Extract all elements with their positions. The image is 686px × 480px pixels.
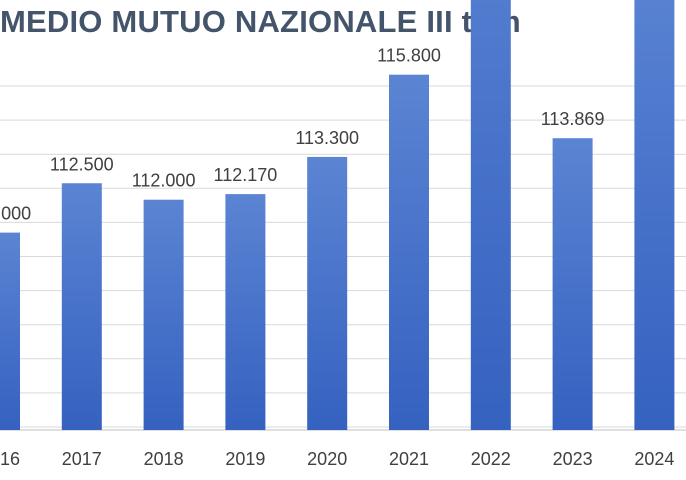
- x-tick-labels: 2016 2017 2018 2019 2020 2021 2022 2023 2024: [0, 449, 674, 469]
- data-label-2019: 112.170: [214, 165, 278, 185]
- chart-title: MEDIO MUTUO NAZIONALE III trim: [0, 4, 521, 39]
- x-tick-2016: 2016: [0, 449, 20, 469]
- bars: [0, 0, 675, 431]
- bar-2022: [470, 0, 511, 430]
- x-tick-2023: 2023: [553, 449, 593, 469]
- x-tick-2019: 2019: [225, 449, 265, 469]
- data-label-2018: 112.000: [132, 171, 196, 191]
- bar-2023: [552, 138, 593, 430]
- bar-2021: [389, 74, 429, 431]
- bar-2024: [634, 0, 675, 430]
- data-label-2016: 111.000: [0, 204, 31, 224]
- x-tick-2024: 2024: [634, 449, 674, 469]
- bar-2018: [143, 199, 184, 430]
- x-tick-2021: 2021: [389, 449, 429, 469]
- bar-2020: [307, 156, 348, 430]
- data-label-2023: 113.869: [541, 109, 605, 129]
- x-tick-2020: 2020: [307, 449, 347, 469]
- data-label-2021: 115.800: [377, 46, 441, 66]
- bar-2016: [0, 232, 20, 430]
- data-label-2020: 113.300: [295, 128, 359, 148]
- data-label-2017: 112.500: [50, 154, 114, 174]
- x-tick-2022: 2022: [471, 449, 511, 469]
- x-tick-2018: 2018: [144, 449, 184, 469]
- x-tick-2017: 2017: [62, 449, 102, 469]
- data-labels: 111.000 112.500 112.000 112.170 113.300 115.8…: [0, 46, 605, 224]
- bar-2017: [61, 183, 102, 430]
- bar-2019: [225, 194, 266, 430]
